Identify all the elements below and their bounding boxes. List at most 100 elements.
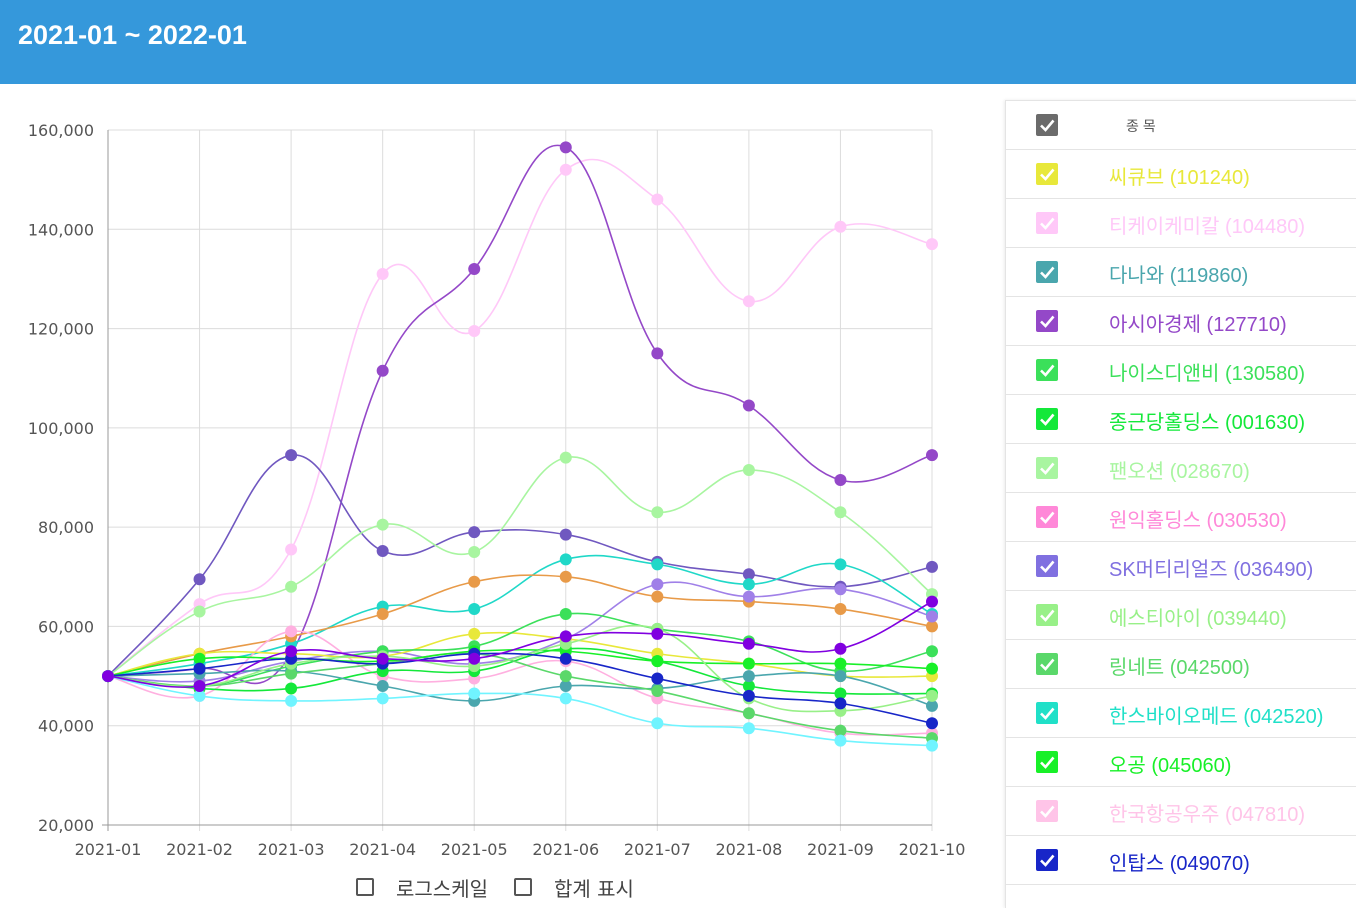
legend-item[interactable]: 원익홀딩스 (030530) [1006, 493, 1356, 542]
data-point[interactable] [742, 399, 755, 412]
legend-item-checkbox[interactable] [1036, 457, 1058, 479]
data-point[interactable] [376, 652, 389, 665]
data-point[interactable] [376, 680, 389, 692]
data-point[interactable] [834, 583, 847, 596]
data-point[interactable] [834, 734, 847, 747]
data-point[interactable] [468, 545, 481, 558]
data-point[interactable] [834, 642, 847, 655]
data-point[interactable] [559, 163, 572, 176]
data-point[interactable] [834, 657, 847, 670]
data-point[interactable] [559, 652, 572, 665]
data-point[interactable] [468, 263, 481, 275]
legend-item-checkbox[interactable] [1036, 212, 1058, 234]
legend-item-checkbox[interactable] [1036, 555, 1058, 577]
data-point[interactable] [468, 627, 481, 640]
legend-item[interactable]: 에스티아이 (039440) [1006, 591, 1356, 640]
data-point[interactable] [742, 464, 755, 477]
legend-item-checkbox[interactable] [1036, 653, 1058, 675]
data-point[interactable] [376, 364, 389, 377]
data-point[interactable] [742, 657, 755, 670]
legend-item[interactable]: 다나와 (119860) [1006, 248, 1356, 297]
data-point[interactable] [559, 680, 572, 692]
legend-item[interactable]: 아시아경제 (127710) [1006, 297, 1356, 346]
data-point[interactable] [193, 573, 206, 586]
legend-item-checkbox[interactable] [1036, 800, 1058, 822]
data-point[interactable] [285, 694, 298, 707]
legend-item-checkbox[interactable] [1036, 506, 1058, 528]
legend-item-checkbox[interactable] [1036, 261, 1058, 283]
data-point[interactable] [742, 722, 755, 735]
data-point[interactable] [468, 526, 481, 539]
data-point[interactable] [651, 590, 664, 603]
legend-item-checkbox[interactable] [1036, 310, 1058, 332]
data-point[interactable] [468, 575, 481, 588]
data-point[interactable] [285, 449, 298, 462]
data-point[interactable] [651, 506, 664, 519]
show-sum-checkbox[interactable] [514, 878, 532, 896]
legend-item[interactable]: SK머티리얼즈 (036490) [1006, 542, 1356, 591]
data-point[interactable] [926, 238, 938, 251]
data-point[interactable] [376, 692, 389, 705]
data-point[interactable] [742, 568, 755, 581]
data-point[interactable] [651, 627, 664, 640]
data-point[interactable] [651, 717, 664, 730]
data-point[interactable] [193, 680, 206, 692]
data-point[interactable] [651, 672, 664, 685]
select-all-checkbox[interactable] [1036, 114, 1058, 136]
legend-item-checkbox[interactable] [1036, 408, 1058, 430]
legend-item[interactable]: 한국항공우주 (047810) [1006, 787, 1356, 836]
data-point[interactable] [651, 347, 664, 360]
data-point[interactable] [193, 652, 206, 665]
data-point[interactable] [742, 680, 755, 692]
legend-item[interactable]: 한스바이오메드 (042520) [1006, 689, 1356, 738]
data-point[interactable] [926, 689, 938, 702]
data-point[interactable] [742, 637, 755, 650]
show-sum-toggle[interactable]: 합계 표시 [514, 873, 634, 902]
data-point[interactable] [651, 193, 664, 206]
legend-item[interactable]: 인탑스 (049070) [1006, 836, 1356, 885]
data-point[interactable] [193, 662, 206, 675]
data-point[interactable] [926, 662, 938, 675]
data-point[interactable] [559, 451, 572, 464]
data-point[interactable] [742, 590, 755, 603]
legend-item-checkbox[interactable] [1036, 751, 1058, 773]
log-scale-toggle[interactable]: 로그스케일 [356, 873, 488, 902]
data-point[interactable] [926, 449, 938, 462]
data-point[interactable] [559, 570, 572, 583]
data-point[interactable] [468, 325, 481, 338]
data-point[interactable] [834, 670, 847, 683]
legend-item[interactable]: 종근당홀딩스 (001630) [1006, 395, 1356, 444]
data-point[interactable] [834, 506, 847, 519]
data-point[interactable] [376, 608, 389, 621]
data-point[interactable] [468, 603, 481, 616]
data-point[interactable] [559, 528, 572, 541]
data-point[interactable] [742, 707, 755, 720]
data-point[interactable] [285, 543, 298, 556]
data-point[interactable] [559, 141, 572, 154]
legend-item-checkbox[interactable] [1036, 702, 1058, 724]
data-point[interactable] [834, 473, 847, 486]
data-point[interactable] [834, 558, 847, 571]
legend-item-checkbox[interactable] [1036, 604, 1058, 626]
data-point[interactable] [376, 267, 389, 280]
data-point[interactable] [742, 295, 755, 308]
legend-item[interactable]: 팬오션 (028670) [1006, 444, 1356, 493]
legend-item[interactable]: 씨큐브 (101240) [1006, 150, 1356, 199]
data-point[interactable] [468, 687, 481, 700]
data-point[interactable] [926, 620, 938, 633]
data-point[interactable] [651, 655, 664, 668]
data-point[interactable] [376, 544, 389, 557]
data-point[interactable] [651, 578, 664, 591]
data-point[interactable] [834, 724, 847, 737]
legend-item[interactable]: 나이스디앤비 (130580) [1006, 346, 1356, 395]
data-point[interactable] [926, 717, 938, 730]
data-point[interactable] [834, 220, 847, 233]
data-point[interactable] [102, 670, 114, 683]
data-point[interactable] [468, 652, 481, 665]
data-point[interactable] [285, 645, 298, 658]
data-point[interactable] [559, 670, 572, 683]
data-point[interactable] [285, 667, 298, 680]
data-point[interactable] [742, 578, 755, 591]
data-point[interactable] [834, 697, 847, 710]
data-point[interactable] [285, 580, 298, 593]
